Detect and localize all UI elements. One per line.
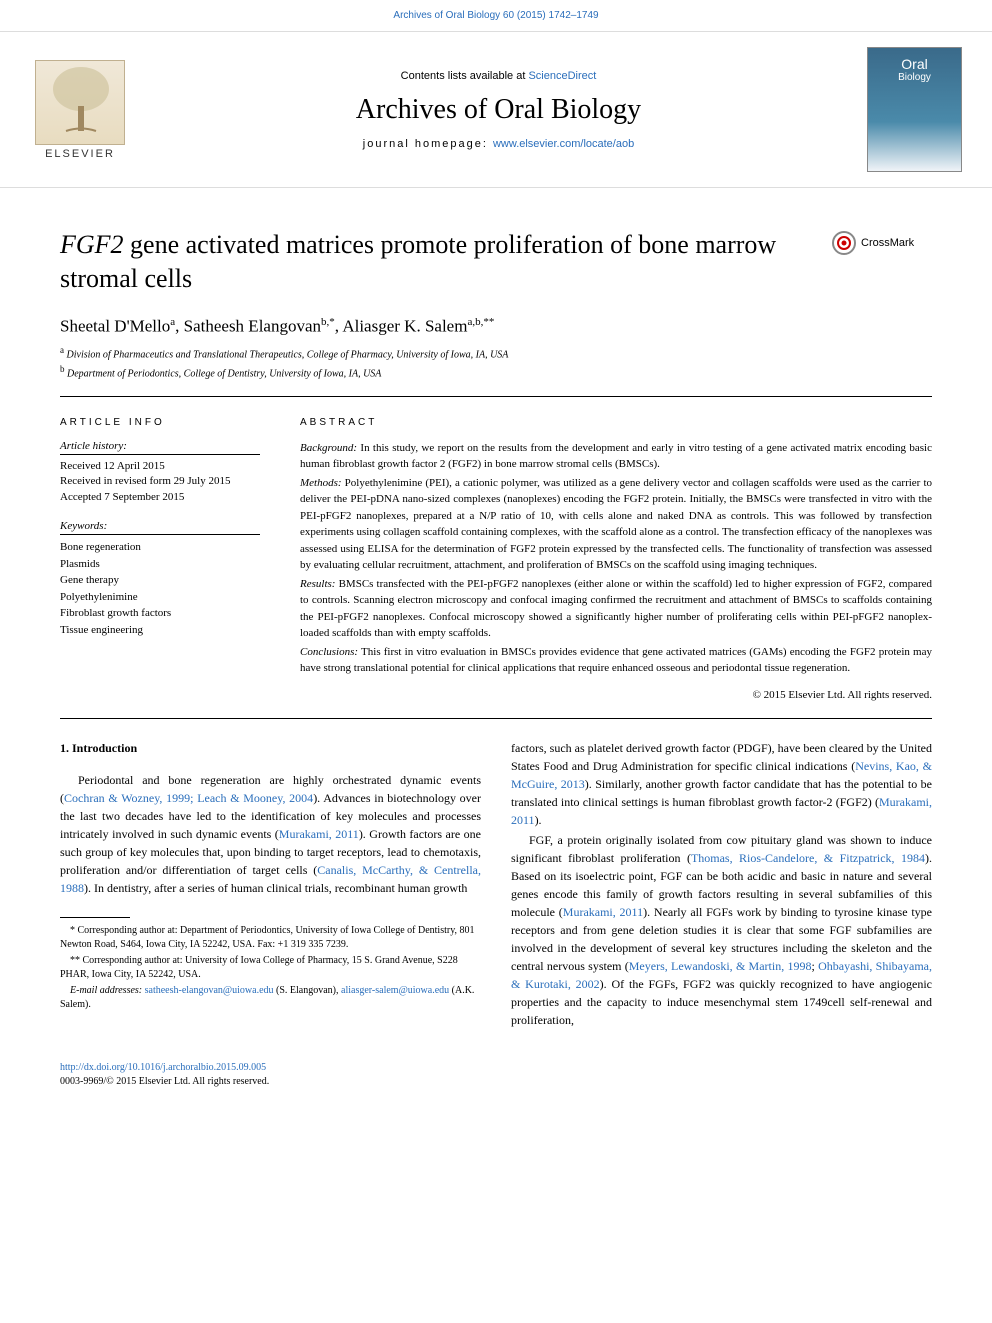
crossmark-icon (832, 231, 856, 255)
section-heading: 1. Introduction (60, 739, 481, 757)
journal-cover[interactable]: Oral Biology (867, 47, 962, 172)
cover-title: Oral Biology (868, 56, 961, 83)
info-abstract-row: ARTICLE INFO Article history: Received 1… (0, 397, 992, 719)
crossmark-badge[interactable]: CrossMark (832, 228, 932, 258)
citation-link[interactable]: Meyers, Lewandoski, & Martin, 1998 (629, 959, 812, 973)
crossmark-label: CrossMark (861, 237, 914, 249)
footnotes: * Corresponding author at: Department of… (60, 924, 481, 1012)
contents-line: Contents lists available at ScienceDirec… (130, 70, 867, 82)
keywords-label: Keywords: (60, 520, 260, 535)
journal-title: Archives of Oral Biology (130, 94, 867, 126)
citation-link[interactable]: Thomas, Rios-Candelore, & Fitzpatrick, 1… (691, 851, 925, 865)
elsevier-tree-icon (35, 60, 125, 145)
footnote-emails: E-mail addresses: satheesh-elangovan@uio… (60, 984, 481, 1012)
author-3: Aliasger K. Salem (342, 316, 467, 335)
header-center: Contents lists available at ScienceDirec… (130, 70, 867, 150)
journal-header: ELSEVIER Contents lists available at Sci… (0, 31, 992, 188)
footnote-1: * Corresponding author at: Department of… (60, 924, 481, 952)
sciencedirect-link[interactable]: ScienceDirect (528, 70, 596, 82)
article-info-heading: ARTICLE INFO (60, 417, 260, 428)
affiliations: a Division of Pharmaceutics and Translat… (0, 336, 992, 396)
footnote-2: ** Corresponding author at: University o… (60, 954, 481, 982)
body-column-left: 1. Introduction Periodontal and bone reg… (60, 739, 481, 1031)
doi-footer: http://dx.doi.org/10.1016/j.archoralbio.… (0, 1061, 992, 1109)
abstract-text: Background: In this study, we report on … (300, 440, 932, 704)
elsevier-text: ELSEVIER (45, 148, 115, 160)
abstract-heading: ABSTRACT (300, 417, 932, 428)
citation-link[interactable]: Murakami, 2011 (563, 905, 643, 919)
body-columns: 1. Introduction Periodontal and bone reg… (0, 719, 992, 1061)
body-column-right: factors, such as platelet derived growth… (511, 739, 932, 1031)
affiliation-a: a Division of Pharmaceutics and Translat… (60, 344, 932, 362)
issn-copyright: 0003-9969/© 2015 Elsevier Ltd. All right… (60, 1076, 269, 1087)
history-label: Article history: (60, 440, 260, 455)
homepage-link[interactable]: www.elsevier.com/locate/aob (493, 138, 634, 150)
citation-link[interactable]: Murakami, 2011 (279, 827, 359, 841)
author-1: Sheetal D'Mello (60, 316, 170, 335)
article-history: Received 12 April 2015 Received in revis… (60, 459, 260, 505)
authors-line: Sheetal D'Melloa, Satheesh Elangovanb,*,… (0, 316, 992, 337)
intro-para-2: factors, such as platelet derived growth… (511, 739, 932, 829)
email-link-1[interactable]: satheesh-elangovan@uiowa.edu (145, 985, 274, 996)
email-link-2[interactable]: aliasger-salem@uiowa.edu (341, 985, 449, 996)
keywords-list: Bone regeneration Plasmids Gene therapy … (60, 539, 260, 638)
affiliation-b: b Department of Periodontics, College of… (60, 363, 932, 381)
citation-link[interactable]: Cochran & Wozney, 1999; Leach & Mooney, … (64, 791, 313, 805)
footnote-divider (60, 917, 130, 918)
running-header-link[interactable]: Archives of Oral Biology 60 (2015) 1742–… (393, 10, 598, 21)
doi-link[interactable]: http://dx.doi.org/10.1016/j.archoralbio.… (60, 1062, 266, 1073)
title-section: FGF2 gene activated matrices promote pro… (0, 188, 992, 316)
running-header: Archives of Oral Biology 60 (2015) 1742–… (0, 0, 992, 31)
author-2: Satheesh Elangovan (184, 316, 321, 335)
elsevier-logo[interactable]: ELSEVIER (30, 55, 130, 165)
intro-para-1: Periodontal and bone regeneration are hi… (60, 771, 481, 897)
article-info-column: ARTICLE INFO Article history: Received 1… (60, 417, 260, 704)
intro-para-3: FGF, a protein originally isolated from … (511, 831, 932, 1029)
homepage-line: journal homepage: www.elsevier.com/locat… (130, 138, 867, 150)
article-title: FGF2 gene activated matrices promote pro… (60, 228, 812, 296)
abstract-column: ABSTRACT Background: In this study, we r… (300, 417, 932, 704)
abstract-copyright: © 2015 Elsevier Ltd. All rights reserved… (300, 687, 932, 704)
